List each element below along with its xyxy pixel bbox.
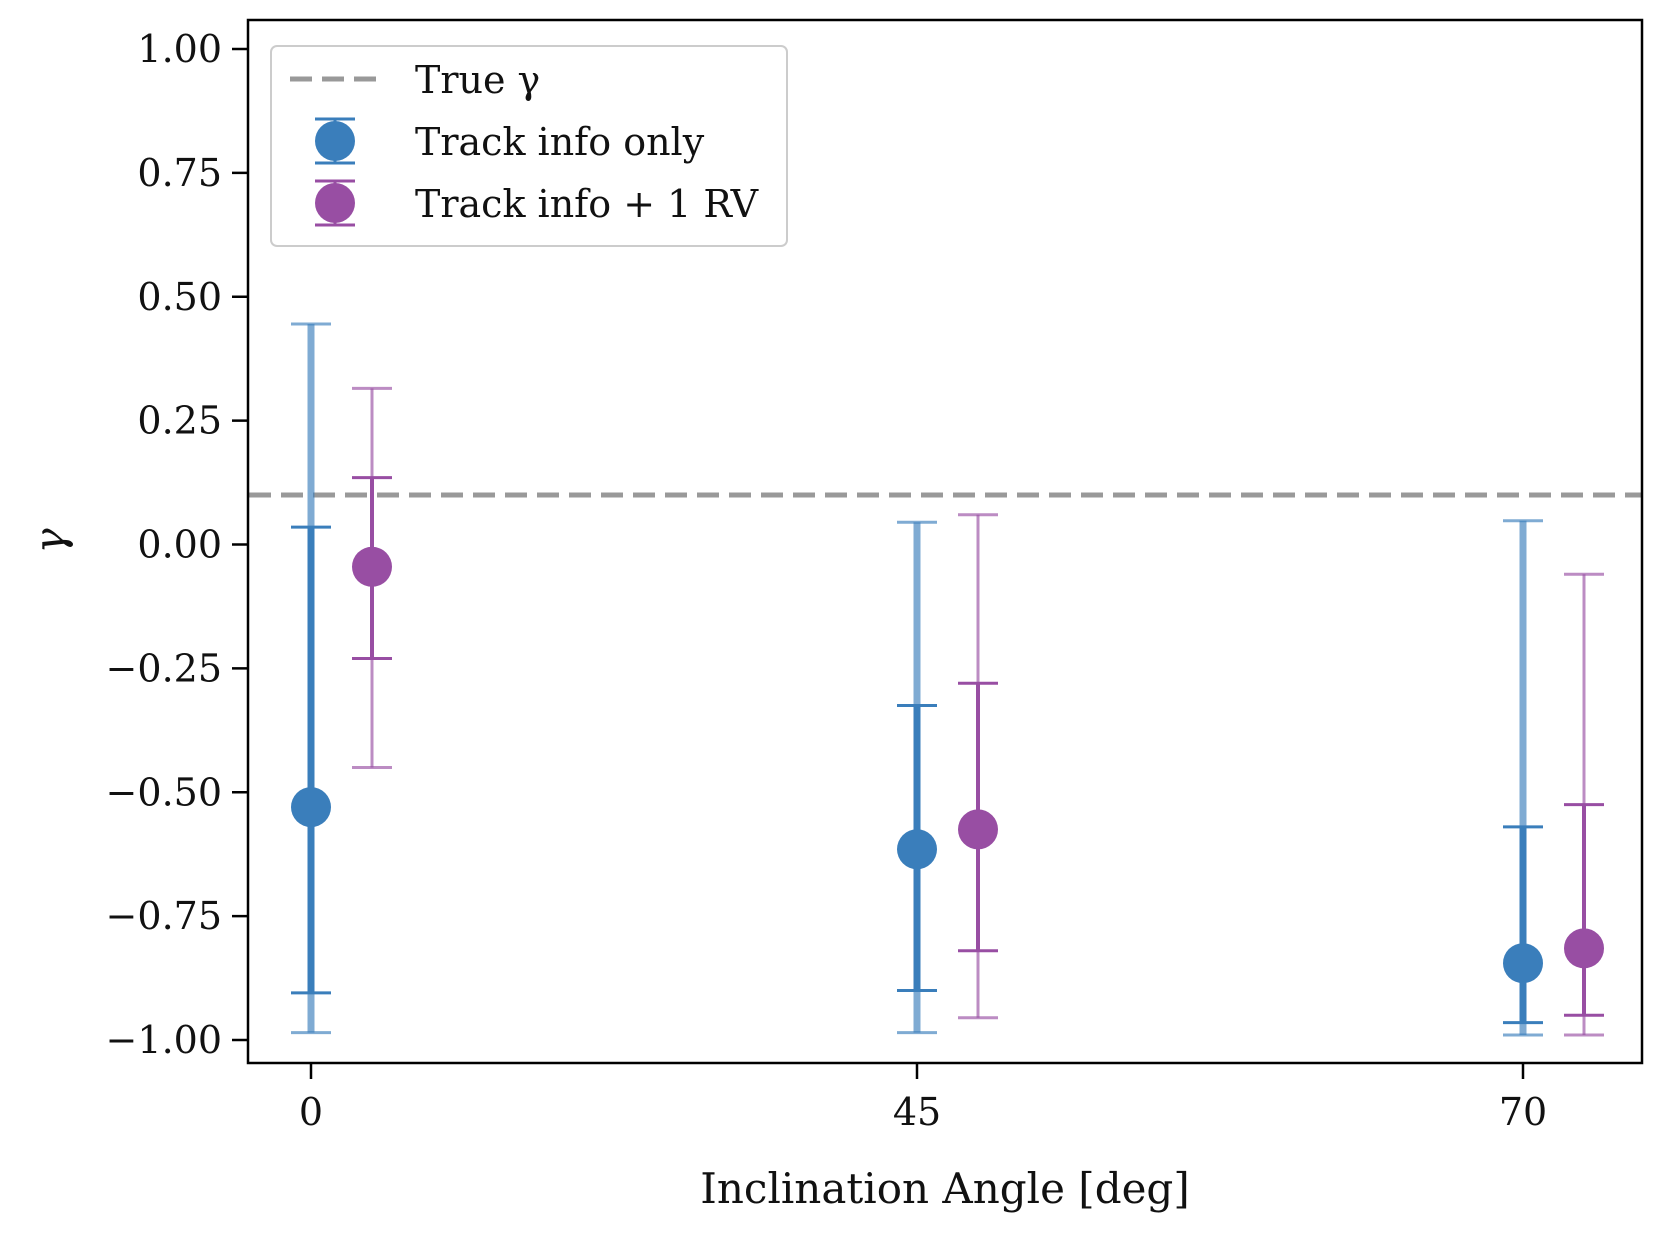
y-tick-label: −0.50 (106, 770, 222, 814)
data-point (291, 787, 331, 828)
y-tick-label: 0.50 (137, 275, 222, 319)
x-tick-label: 45 (893, 1090, 941, 1134)
series-2 (352, 386, 1604, 1037)
data-point (352, 546, 392, 587)
data-point (958, 809, 998, 850)
y-tick-label: −0.75 (106, 894, 222, 938)
legend-frame (270, 45, 788, 247)
legend-label-series: Track info only (415, 120, 705, 164)
series-1 (291, 322, 1543, 1037)
y-tick-label: −0.25 (106, 646, 222, 690)
x-tick-label: 70 (1499, 1090, 1547, 1134)
data-point (1503, 943, 1543, 984)
legend-swatch-point (315, 121, 355, 161)
y-tick-label: 0.25 (137, 399, 222, 443)
x-axis-label: Inclination Angle [deg] (700, 1164, 1189, 1213)
y-axis: 1.00 0.75 0.50 0.25 0.00 −0.25 −0.50 −0.75 −1.00 (106, 27, 248, 1062)
y-axis-label: γ (25, 528, 74, 554)
plot-frame (246, 18, 1644, 1065)
legend-entries: True γ Track info only Track info + 1 RV (290, 58, 759, 227)
y-tick-label: 0.75 (137, 151, 222, 195)
data-point (1564, 928, 1604, 969)
legend-label-series: Track info + 1 RV (415, 182, 759, 226)
y-tick-label: 1.00 (137, 27, 222, 71)
y-tick-label: 0.00 (137, 523, 222, 567)
legend-label-true-gamma: True γ (415, 58, 540, 102)
x-axis: 0 45 70 (299, 1063, 1547, 1134)
data-point (897, 829, 937, 870)
legend: True γ Track info only Track info + 1 RV (270, 45, 788, 247)
x-tick-label: 0 (299, 1090, 323, 1134)
series-layer (291, 322, 1604, 1037)
y-tick-label: −1.00 (106, 1018, 222, 1062)
legend-swatch-point (315, 183, 355, 223)
